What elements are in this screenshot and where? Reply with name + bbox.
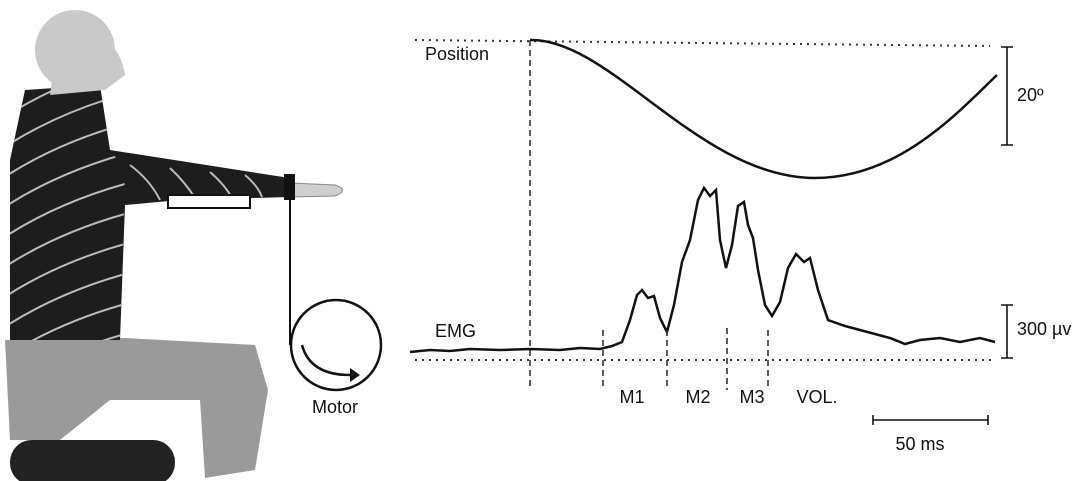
voltage-scale-label: 300 µv [1017, 319, 1071, 339]
voltage-scale-bar [1001, 305, 1013, 358]
angle-scale-label: 20º [1017, 85, 1044, 105]
figure: Motor Position 20º EMG 300 µv M1 M2 M3 V… [0, 0, 1088, 481]
phase-label: M2 [685, 387, 710, 407]
time-scale-bar [873, 415, 988, 425]
position-baseline [415, 40, 990, 46]
emg-trace [410, 188, 995, 352]
time-scale-label: 50 ms [895, 434, 944, 454]
phase-label: VOL. [796, 387, 837, 407]
phase-label: M3 [739, 387, 764, 407]
position-trace [530, 40, 997, 178]
phase-label: M1 [619, 387, 644, 407]
angle-scale-bar [1001, 47, 1013, 145]
emg-label: EMG [435, 321, 476, 341]
motor-label: Motor [312, 397, 358, 417]
position-label: Position [425, 44, 489, 64]
